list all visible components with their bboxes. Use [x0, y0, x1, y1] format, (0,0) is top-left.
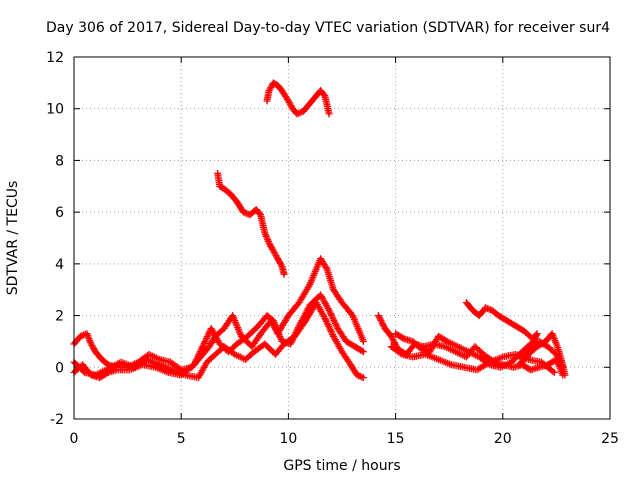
- data-point-marker: [379, 321, 387, 329]
- data-point-marker: [196, 348, 204, 355]
- x-tick-label: 25: [601, 431, 619, 447]
- data-point-marker: [387, 332, 395, 340]
- y-tick-label: 6: [55, 205, 64, 221]
- data-point-marker: [277, 261, 285, 269]
- data-point-marker: [532, 333, 539, 341]
- x-tick-label: 20: [494, 431, 512, 447]
- axes: 0 5 10 15 20 25 -2 0 2 4 6 8 10 12: [46, 50, 619, 447]
- data-point-marker: [356, 372, 364, 380]
- satellite-track-2: [70, 291, 367, 382]
- grid: [74, 57, 610, 419]
- x-tick-label: 5: [177, 431, 186, 447]
- data-point-marker: [359, 348, 367, 356]
- satellite-track-5: [214, 169, 288, 278]
- data-point-marker: [293, 110, 301, 118]
- data-point-marker: [200, 339, 208, 347]
- data-point-marker: [358, 347, 366, 355]
- data-point-marker: [326, 326, 334, 334]
- data-point-marker: [377, 316, 385, 324]
- data-point-marker: [296, 109, 304, 117]
- y-tick-label: 4: [55, 257, 64, 273]
- y-tick-label: -2: [50, 412, 64, 428]
- data-point-marker: [389, 336, 397, 343]
- data-point-marker: [549, 367, 557, 375]
- data-point-marker: [203, 333, 211, 341]
- data-point-marker: [550, 368, 558, 376]
- data-point-marker: [325, 306, 333, 314]
- data-layer: [70, 79, 569, 382]
- y-tick-label: 8: [55, 153, 64, 169]
- data-point-marker: [323, 319, 331, 327]
- y-tick-label: 0: [55, 360, 64, 376]
- data-point-marker: [379, 320, 386, 328]
- data-point-marker: [198, 344, 206, 352]
- x-axis-label: GPS time / hours: [283, 458, 400, 474]
- data-point-marker: [195, 351, 203, 359]
- data-point-marker: [529, 338, 537, 346]
- data-point-marker: [321, 314, 329, 322]
- data-point-marker: [76, 332, 84, 340]
- data-point-marker: [103, 360, 111, 368]
- x-tick-label: 15: [387, 431, 405, 447]
- data-point-marker: [388, 334, 396, 342]
- data-point-marker: [322, 264, 330, 272]
- satellite-track-8: [462, 299, 569, 379]
- data-point-marker: [397, 349, 404, 357]
- data-point-marker: [190, 361, 198, 369]
- data-point-marker: [353, 371, 361, 379]
- data-point-marker: [280, 270, 288, 278]
- data-point-marker: [256, 209, 263, 217]
- data-point-marker: [359, 374, 367, 382]
- data-point-marker: [533, 330, 541, 338]
- satellite-track-9: [387, 343, 558, 376]
- data-point-marker: [327, 310, 335, 318]
- data-point-marker: [199, 343, 207, 351]
- data-point-marker: [528, 339, 536, 347]
- data-point-marker: [391, 339, 398, 347]
- data-point-marker: [325, 322, 333, 330]
- data-point-marker: [390, 337, 398, 345]
- data-point-marker: [320, 91, 328, 98]
- y-tick-label: 10: [46, 102, 64, 118]
- y-tick-label: 2: [55, 309, 64, 325]
- data-point-marker: [330, 316, 338, 324]
- data-point-marker: [485, 305, 493, 313]
- y-axis-label: SDTVAR / TECUs: [5, 181, 21, 296]
- y-tick-label: 12: [46, 50, 64, 66]
- data-point-marker: [322, 316, 330, 324]
- data-point-marker: [328, 329, 336, 337]
- data-point-marker: [202, 336, 210, 344]
- data-point-marker: [561, 371, 569, 379]
- data-point-marker: [531, 335, 539, 342]
- data-point-marker: [532, 331, 540, 339]
- data-point-marker: [239, 208, 247, 216]
- data-point-marker: [359, 337, 367, 345]
- data-point-marker: [375, 313, 383, 321]
- data-point-marker: [331, 320, 339, 328]
- satellite-track-4: [263, 79, 333, 118]
- data-point-marker: [399, 334, 407, 342]
- data-point-marker: [325, 110, 333, 118]
- chart-title: Day 306 of 2017, Sidereal Day-to-day VTE…: [46, 20, 610, 36]
- satellite-track-3: [70, 299, 367, 382]
- data-point-marker: [376, 315, 384, 323]
- data-point-marker: [193, 354, 201, 362]
- plot-frame: [73, 56, 611, 420]
- x-tick-label: 0: [70, 431, 79, 447]
- x-tick-label: 10: [279, 431, 297, 447]
- data-point-marker: [328, 313, 336, 321]
- data-point-marker: [192, 357, 200, 365]
